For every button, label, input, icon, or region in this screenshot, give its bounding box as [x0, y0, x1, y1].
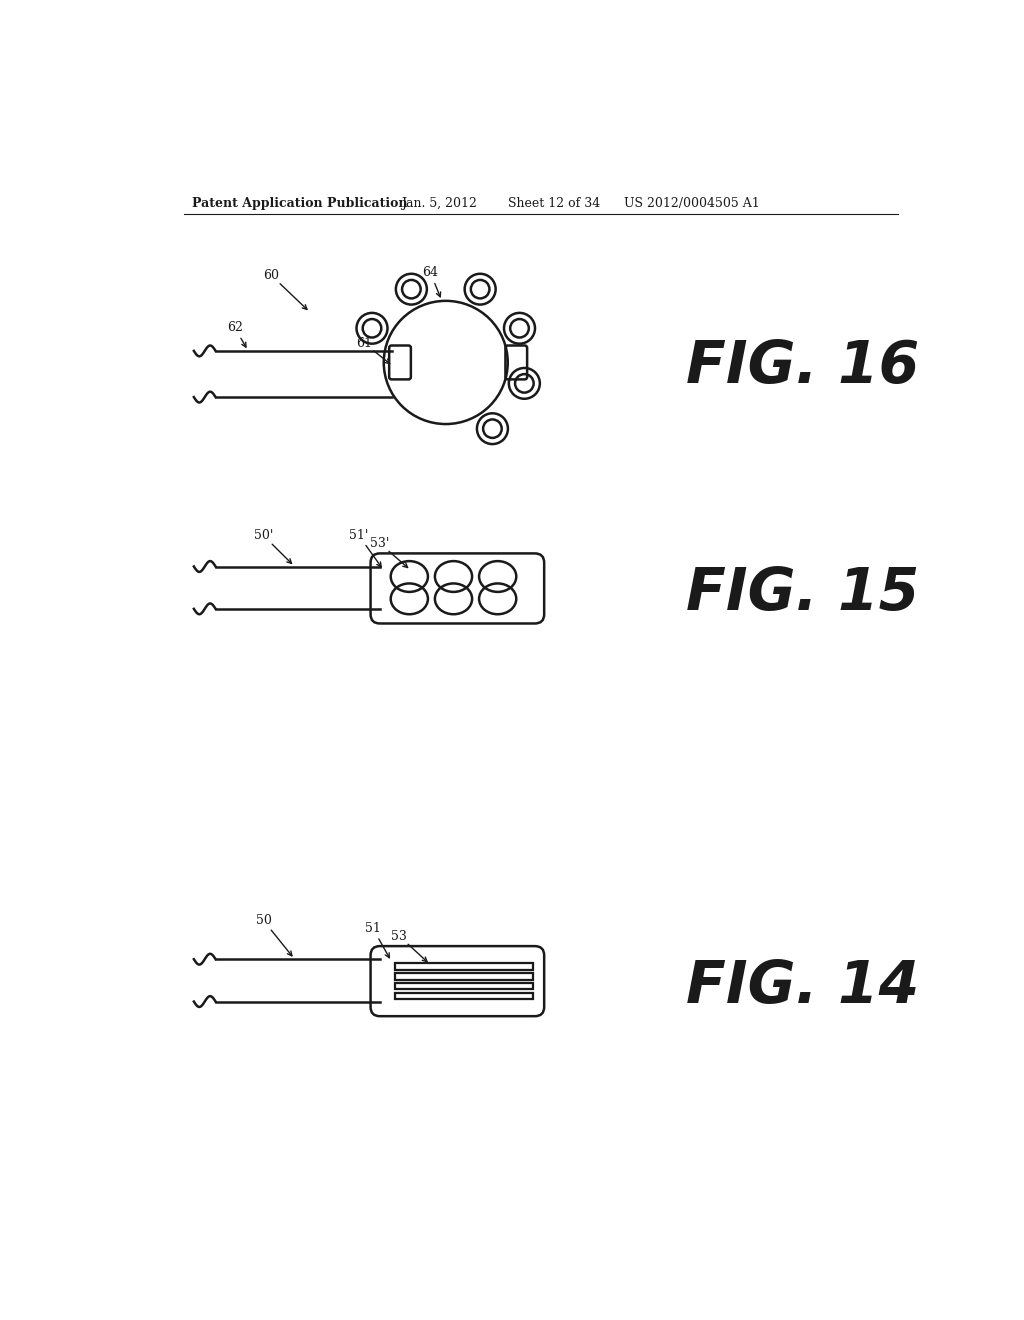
Text: 60: 60 [263, 269, 280, 282]
Text: FIG. 15: FIG. 15 [686, 565, 920, 622]
Text: FIG. 14: FIG. 14 [686, 957, 920, 1015]
Text: 50: 50 [256, 915, 271, 927]
Text: 61: 61 [356, 337, 373, 350]
Text: US 2012/0004505 A1: US 2012/0004505 A1 [624, 197, 760, 210]
Text: 62: 62 [227, 321, 243, 334]
Bar [395, 993, 532, 999]
Text: FIG. 16: FIG. 16 [686, 338, 920, 395]
Bar [395, 982, 532, 990]
Text: Sheet 12 of 34: Sheet 12 of 34 [508, 197, 600, 210]
Text: 50': 50' [254, 529, 273, 543]
Text: Patent Application Publication: Patent Application Publication [191, 197, 408, 210]
Text: 64: 64 [422, 265, 438, 279]
Text: 51: 51 [365, 921, 381, 935]
Bar [395, 964, 532, 970]
Text: 53': 53' [371, 537, 389, 550]
Text: 51': 51' [349, 529, 369, 543]
Text: Jan. 5, 2012: Jan. 5, 2012 [400, 197, 477, 210]
Text: 53: 53 [391, 929, 408, 942]
Bar [395, 973, 532, 979]
